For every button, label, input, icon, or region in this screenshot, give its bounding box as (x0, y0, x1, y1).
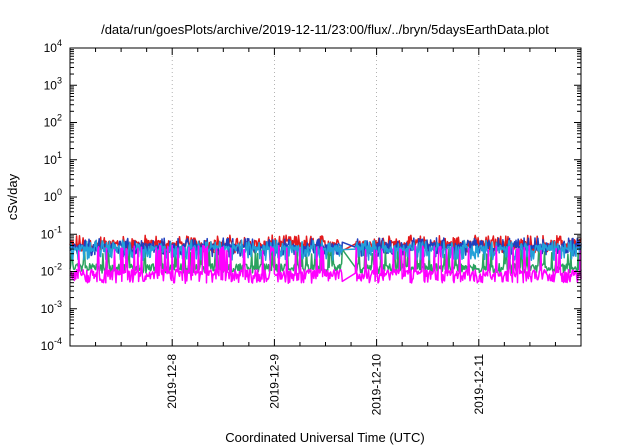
x-axis-label: Coordinated Universal Time (UTC) (225, 430, 424, 445)
y-tick-label: 102 (44, 113, 62, 130)
tick-marks (70, 47, 581, 347)
y-tick-exponent: 3 (57, 75, 62, 85)
y-tick-label: 100 (44, 187, 62, 204)
y-tick-base: 10 (44, 153, 58, 167)
y-tick-exponent: -1 (54, 224, 62, 234)
plot-frame (69, 47, 582, 347)
y-tick-label: 104 (44, 38, 62, 55)
y-tick-base: 10 (44, 78, 58, 92)
y-tick-exponent: 4 (57, 38, 62, 48)
y-tick-exponent: 1 (57, 150, 62, 160)
x-tick-labels: 2019-12-8 2019-12-9 2019-12-10 2019-12-11 (165, 354, 486, 416)
y-tick-label: 101 (44, 150, 62, 167)
y-axis-label: cSv/day (5, 173, 20, 220)
x-tick-label: 2019-12-9 (267, 354, 281, 409)
x-tick-label: 2019-12-10 (370, 354, 384, 416)
y-tick-exponent: -2 (54, 262, 62, 272)
y-tick-base: 10 (44, 190, 58, 204)
y-tick-base: 10 (41, 265, 55, 279)
y-tick-label: 103 (44, 75, 62, 92)
y-tick-exponent: -4 (54, 336, 62, 346)
y-tick-exponent: 0 (57, 187, 62, 197)
y-tick-label: 10-4 (41, 336, 62, 353)
y-tick-exponent: -3 (54, 299, 62, 309)
y-tick-base: 10 (44, 116, 58, 130)
y-tick-base: 10 (41, 339, 55, 353)
y-tick-base: 10 (44, 41, 58, 55)
series-line (69, 244, 582, 285)
y-tick-exponent: 2 (57, 113, 62, 123)
y-tick-label: 10-1 (41, 224, 62, 241)
y-tick-base: 10 (41, 227, 55, 241)
x-tick-label: 2019-12-11 (472, 354, 486, 415)
y-tick-base: 10 (41, 302, 55, 316)
series-line (69, 239, 582, 262)
y-tick-label: 10-3 (41, 299, 62, 316)
y-tick-label: 10-2 (41, 262, 62, 279)
chart-title: /data/run/goesPlots/archive/2019-12-11/2… (101, 22, 549, 37)
series-line (69, 237, 582, 259)
x-tick-label: 2019-12-8 (165, 354, 179, 409)
series-layer (69, 234, 582, 285)
grid (171, 48, 480, 346)
